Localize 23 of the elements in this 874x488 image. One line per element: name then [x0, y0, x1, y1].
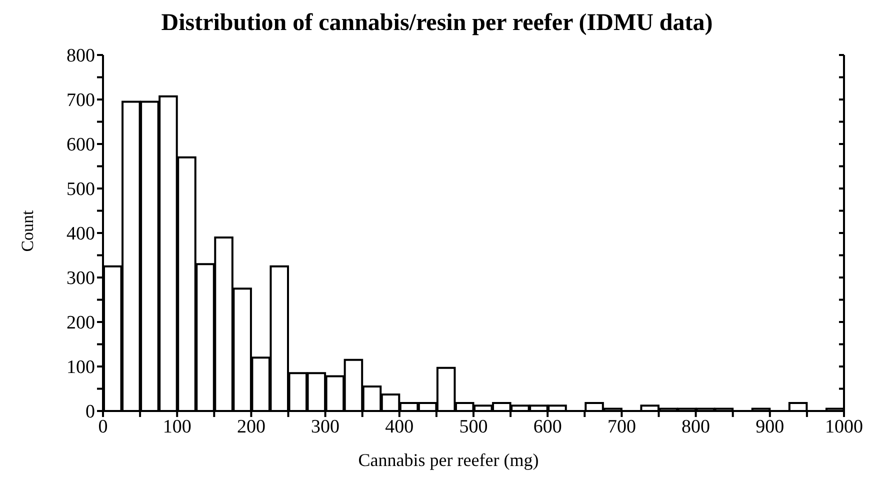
- y-tick-label: 500: [66, 179, 95, 200]
- y-tick-label: 700: [66, 90, 95, 112]
- x-tick-label: 800: [682, 416, 710, 438]
- x-tick-label: 500: [459, 416, 488, 438]
- x-tick-label: 300: [311, 416, 340, 438]
- x-tick-label: 700: [607, 416, 636, 438]
- chart-title: Distribution of cannabis/resin per reefer (IDMU data): [160, 10, 714, 37]
- y-tick-label: 100: [66, 357, 95, 378]
- x-tick-label: 0: [98, 416, 108, 438]
- x-tick-label: 1000: [825, 416, 863, 438]
- x-tick-label: 400: [385, 416, 414, 438]
- x-tick-label: 600: [533, 416, 562, 438]
- x-tick-label: 100: [162, 416, 192, 438]
- x-axis-title: Cannabis per reefer (mg): [357, 450, 540, 471]
- y-tick-label: 600: [66, 134, 95, 156]
- y-tick-label: 200: [66, 312, 95, 334]
- x-tick-label: 900: [756, 416, 784, 438]
- y-tick-label: 300: [66, 268, 95, 290]
- y-tick-label: 0: [86, 402, 95, 423]
- y-axis-title: Count: [18, 209, 38, 254]
- x-tick-label: 200: [236, 416, 266, 438]
- y-tick-label: 800: [66, 46, 95, 67]
- y-tick-label: 400: [66, 224, 95, 245]
